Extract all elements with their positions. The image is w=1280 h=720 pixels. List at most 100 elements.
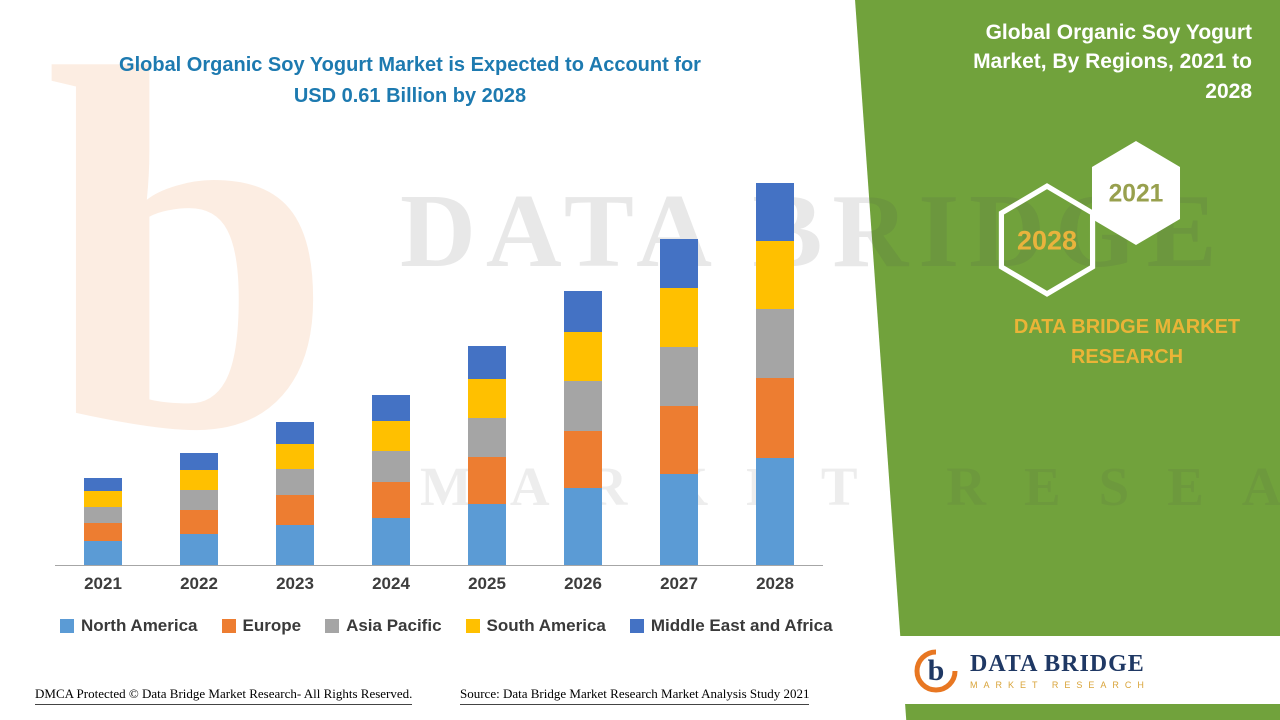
hexagon-badge-2028: 2028: [998, 183, 1096, 297]
bar-segment-north-america: [372, 517, 410, 565]
legend-swatch: [221, 619, 236, 633]
legend-item: Middle East and Africa: [629, 616, 833, 636]
bar-segment-south-america: [564, 331, 602, 382]
bar-segment-south-america: [180, 469, 218, 490]
bar-segment-middle-east-and-africa: [660, 239, 698, 289]
x-axis-label: 2024: [372, 574, 410, 593]
legend-item: North America: [60, 616, 198, 636]
bar-segment-north-america: [660, 473, 698, 565]
bar-segment-asia-pacific: [564, 381, 602, 431]
watermark-text-line1: DATA BRIDGE: [400, 172, 1227, 289]
bar-segment-middle-east-and-africa: [84, 478, 122, 492]
legend-item: Europe: [221, 616, 302, 636]
dmca-text: DMCA Protected © Data Bridge Market Rese…: [35, 686, 413, 705]
plot-area: [55, 150, 823, 566]
legend-item: Asia Pacific: [325, 616, 442, 636]
bar-segment-europe: [372, 481, 410, 518]
legend-swatch: [629, 619, 644, 633]
bar-segment-asia-pacific: [276, 469, 314, 495]
x-axis-label: 2027: [660, 574, 698, 593]
bar-segment-europe: [276, 495, 314, 525]
bar-segment-middle-east-and-africa: [468, 345, 506, 379]
bar-group: [439, 150, 535, 565]
legend-label: Asia Pacific: [346, 616, 442, 635]
bar-stack: [756, 183, 794, 565]
bar-segment-south-america: [660, 288, 698, 347]
x-axis-labels: 2021 2022 2023 2024 2025 2026 2027 2028: [55, 574, 823, 594]
bar-segment-north-america: [756, 458, 794, 565]
bar-segment-north-america: [276, 525, 314, 565]
bar-segment-south-america: [84, 491, 122, 507]
bar-segment-north-america: [468, 503, 506, 565]
panel-brand-text: DATA BRIDGE MARKET RESEARCH: [1013, 316, 1241, 368]
x-axis-label: 2022: [180, 574, 218, 593]
bar-segment-europe: [564, 430, 602, 489]
bar-segment-north-america: [564, 488, 602, 565]
x-axis-label: 2026: [564, 574, 602, 593]
bar-segment-south-america: [276, 443, 314, 470]
bar-segment-middle-east-and-africa: [564, 290, 602, 332]
bar-group: [151, 150, 247, 565]
chart-title-line2: USD 0.61 Billion by 2028: [293, 85, 527, 107]
bar-segment-asia-pacific: [468, 418, 506, 458]
source-text: Source: Data Bridge Market Research Mark…: [460, 686, 810, 705]
watermark-text-line2: MARKET RESEARCH: [420, 456, 1280, 517]
brand-logo: b DATA BRIDGE MARKET RESEARCH: [878, 636, 1280, 704]
legend-swatch: [325, 619, 340, 633]
bar-group: [727, 150, 823, 565]
svg-text:b: b: [928, 654, 945, 687]
hexagon-badge-2021: 2021: [1091, 141, 1181, 245]
bar-segment-north-america: [84, 540, 122, 565]
bar-segment-middle-east-and-africa: [756, 183, 794, 241]
bar-stack: [84, 478, 122, 565]
bar-segment-middle-east-and-africa: [372, 395, 410, 421]
data-bridge-logo-icon: b: [914, 649, 958, 693]
panel-title: Global Organic Soy Yogurt Market, By Reg…: [973, 21, 1252, 103]
legend: North America Europe Asia Pacific South Ame…: [60, 616, 833, 636]
bar-segment-asia-pacific: [84, 506, 122, 523]
bar-stack: [180, 453, 218, 565]
bar-stack: [468, 345, 506, 565]
hexagon-year-2021: 2021: [1109, 181, 1164, 208]
x-axis-label: 2023: [276, 574, 314, 593]
bar-segment-south-america: [468, 378, 506, 419]
bar-segment-asia-pacific: [180, 489, 218, 510]
bar-segment-asia-pacific: [756, 309, 794, 379]
legend-swatch: [465, 619, 480, 633]
bar-segment-europe: [180, 509, 218, 534]
legend-label: Middle East and Africa: [650, 616, 833, 635]
legend-label: South America: [486, 616, 606, 635]
hexagon-shape: [1091, 141, 1181, 245]
x-axis-label: 2025: [468, 574, 506, 593]
bar-segment-europe: [84, 522, 122, 541]
logo-subtitle: MARKET RESEARCH: [970, 679, 1150, 690]
bar-segment-middle-east-and-africa: [276, 421, 314, 444]
logo-title: DATA BRIDGE: [970, 650, 1145, 677]
bar-segment-asia-pacific: [372, 451, 410, 482]
chart-title: Global Organic Soy Yogurt Market is Expe…: [65, 50, 755, 112]
bar-segment-middle-east-and-africa: [180, 453, 218, 470]
legend-item: South America: [465, 616, 606, 636]
x-axis-label: 2028: [756, 574, 794, 593]
bar-stack: [660, 239, 698, 565]
bar-segment-europe: [756, 378, 794, 459]
x-axis-label: 2021: [84, 574, 122, 593]
bar-group: [535, 150, 631, 565]
legend-label: North America: [81, 616, 198, 635]
bar-group: [247, 150, 343, 565]
legend-label: Europe: [242, 616, 302, 635]
bar-stack: [276, 421, 314, 565]
legend-swatch: [60, 619, 74, 633]
bar-segment-europe: [660, 405, 698, 474]
bar-stack: [564, 290, 602, 565]
bar-segment-south-america: [372, 420, 410, 452]
bar-segment-south-america: [756, 240, 794, 310]
hexagon-year-2028: 2028: [1017, 225, 1077, 255]
chart-title-line1: Global Organic Soy Yogurt Market is Expe…: [119, 54, 701, 76]
bar-segment-europe: [468, 457, 506, 504]
bar-group: [343, 150, 439, 565]
bar-segment-north-america: [180, 533, 218, 565]
bar-group: [631, 150, 727, 565]
